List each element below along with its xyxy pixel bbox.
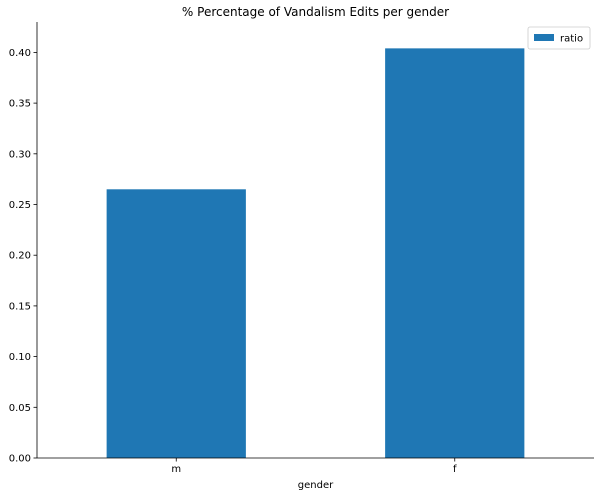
y-tick-label: 0.20 [9, 251, 31, 262]
bar-m [106, 189, 246, 459]
legend-swatch [534, 34, 554, 41]
y-tick-label: 0.25 [9, 200, 31, 211]
axes-layer [36, 22, 594, 459]
y-tick-label: 0.15 [9, 301, 31, 312]
y-tick-label: 0.00 [9, 454, 31, 465]
y-tick-label: 0.05 [9, 403, 31, 414]
chart-title: % Percentage of Vandalism Edits per gend… [182, 5, 449, 19]
x-tick-label: m [171, 464, 181, 475]
y-axis-ticks: 0.00 0.05 0.10 0.15 0.20 0.25 0.30 0.35 0.40 [9, 48, 37, 465]
bar-f [385, 48, 525, 458]
y-tick-label: 0.35 [9, 99, 31, 110]
x-tick-label: f [453, 464, 457, 475]
legend-frame [527, 26, 591, 50]
y-tick-label: 0.30 [9, 149, 31, 160]
y-tick-label: 0.40 [9, 48, 31, 59]
legend: ratio [527, 26, 591, 50]
legend-label: ratio [560, 34, 583, 45]
y-tick-label: 0.10 [9, 352, 31, 363]
bars-layer [106, 48, 525, 459]
x-axis-label: gender [298, 480, 334, 491]
